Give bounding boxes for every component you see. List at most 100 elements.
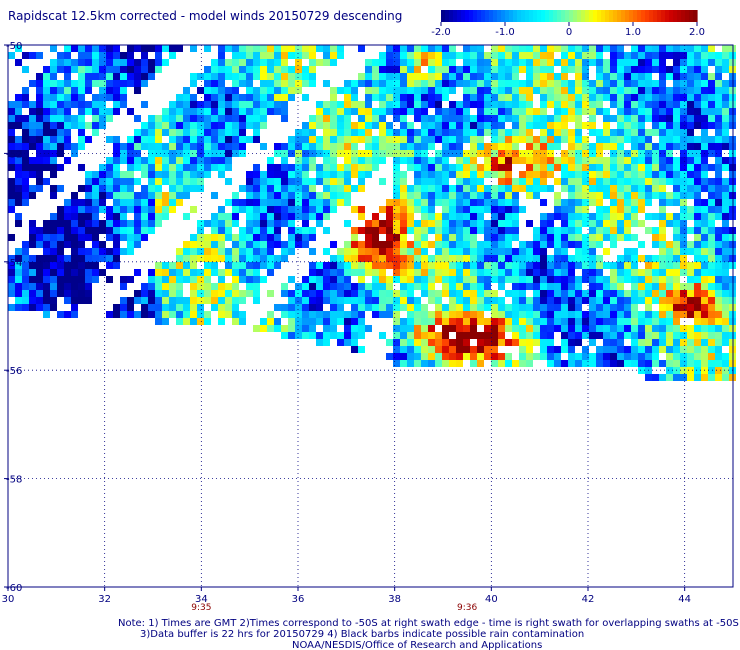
heatmap-cell bbox=[197, 143, 204, 150]
heatmap-cell bbox=[428, 87, 435, 94]
heatmap-cell bbox=[274, 150, 281, 157]
heatmap-cell bbox=[288, 185, 295, 192]
heatmap-cell bbox=[106, 185, 113, 192]
heatmap-cell bbox=[652, 339, 659, 346]
heatmap-cell bbox=[477, 283, 484, 290]
heatmap-cell bbox=[421, 45, 428, 52]
heatmap-cell bbox=[694, 66, 701, 73]
heatmap-cell bbox=[540, 304, 547, 311]
heatmap-cell bbox=[407, 129, 414, 136]
heatmap-cell bbox=[253, 325, 260, 332]
heatmap-cell bbox=[589, 220, 596, 227]
heatmap-cell bbox=[435, 185, 442, 192]
heatmap-cell bbox=[505, 80, 512, 87]
heatmap-cell bbox=[15, 108, 22, 115]
heatmap-cell bbox=[113, 241, 120, 248]
heatmap-cell bbox=[638, 199, 645, 206]
heatmap-cell bbox=[260, 122, 267, 129]
heatmap-cell bbox=[659, 52, 666, 59]
heatmap-cell bbox=[610, 206, 617, 213]
heatmap-cell bbox=[666, 346, 673, 353]
heatmap-cell bbox=[533, 136, 540, 143]
heatmap-cell bbox=[155, 199, 162, 206]
heatmap-cell bbox=[561, 129, 568, 136]
heatmap-cell bbox=[29, 80, 36, 87]
heatmap-cell bbox=[162, 213, 169, 220]
heatmap-cell bbox=[225, 66, 232, 73]
heatmap-cell bbox=[36, 269, 43, 276]
heatmap-cell bbox=[687, 262, 694, 269]
heatmap-cell bbox=[421, 94, 428, 101]
heatmap-cell bbox=[169, 283, 176, 290]
heatmap-cell bbox=[260, 220, 267, 227]
heatmap-cell bbox=[561, 269, 568, 276]
heatmap-cell bbox=[575, 318, 582, 325]
heatmap-cell bbox=[57, 115, 64, 122]
heatmap-cell bbox=[99, 108, 106, 115]
heatmap-cell bbox=[442, 269, 449, 276]
heatmap-cell bbox=[442, 234, 449, 241]
heatmap-cell bbox=[260, 59, 267, 66]
heatmap-cell bbox=[274, 73, 281, 80]
heatmap-cell bbox=[603, 318, 610, 325]
heatmap-cell bbox=[708, 101, 715, 108]
heatmap-cell bbox=[554, 304, 561, 311]
heatmap-cell bbox=[85, 80, 92, 87]
heatmap-cell bbox=[652, 52, 659, 59]
heatmap-cell bbox=[22, 262, 29, 269]
heatmap-cell bbox=[491, 360, 498, 367]
heatmap-cell bbox=[421, 199, 428, 206]
heatmap-cell bbox=[603, 87, 610, 94]
colorbar-segment bbox=[529, 10, 534, 22]
heatmap-cell bbox=[589, 164, 596, 171]
heatmap-cell bbox=[582, 325, 589, 332]
heatmap-cell bbox=[85, 122, 92, 129]
heatmap-cell bbox=[631, 304, 638, 311]
heatmap-cell bbox=[624, 318, 631, 325]
heatmap-cell bbox=[582, 360, 589, 367]
colorbar-tick-label: -1.0 bbox=[495, 27, 515, 38]
heatmap-cell bbox=[78, 94, 85, 101]
heatmap-cell bbox=[57, 269, 64, 276]
heatmap-cell bbox=[288, 136, 295, 143]
heatmap-cell bbox=[449, 276, 456, 283]
heatmap-cell bbox=[708, 136, 715, 143]
heatmap-cell bbox=[225, 136, 232, 143]
heatmap-cell bbox=[582, 262, 589, 269]
heatmap-cell bbox=[15, 94, 22, 101]
heatmap-cell bbox=[176, 185, 183, 192]
heatmap-cell bbox=[645, 255, 652, 262]
heatmap-cell bbox=[666, 339, 673, 346]
heatmap-cell bbox=[246, 276, 253, 283]
heatmap-cell bbox=[127, 234, 134, 241]
heatmap-cell bbox=[680, 171, 687, 178]
heatmap-cell bbox=[239, 108, 246, 115]
heatmap-cell bbox=[477, 122, 484, 129]
heatmap-cell bbox=[610, 115, 617, 122]
heatmap-cell bbox=[645, 87, 652, 94]
heatmap-cell bbox=[330, 283, 337, 290]
heatmap-cell bbox=[393, 80, 400, 87]
heatmap-cell bbox=[666, 255, 673, 262]
heatmap-cell bbox=[183, 318, 190, 325]
heatmap-cell bbox=[659, 227, 666, 234]
heatmap-cell bbox=[715, 255, 722, 262]
heatmap-cell bbox=[358, 80, 365, 87]
heatmap-cell bbox=[225, 143, 232, 150]
heatmap-cell bbox=[190, 136, 197, 143]
heatmap-cell bbox=[442, 248, 449, 255]
heatmap-cell bbox=[169, 311, 176, 318]
heatmap-cell bbox=[365, 241, 372, 248]
heatmap-cell bbox=[225, 157, 232, 164]
heatmap-cell bbox=[463, 66, 470, 73]
colorbar-segment bbox=[621, 10, 626, 22]
heatmap-cell bbox=[456, 199, 463, 206]
heatmap-cell bbox=[540, 241, 547, 248]
heatmap-cell bbox=[134, 241, 141, 248]
heatmap-cell bbox=[43, 115, 50, 122]
heatmap-cell bbox=[50, 241, 57, 248]
heatmap-cell bbox=[8, 178, 15, 185]
heatmap-cell bbox=[113, 143, 120, 150]
heatmap-cell bbox=[645, 94, 652, 101]
heatmap-cell bbox=[344, 143, 351, 150]
